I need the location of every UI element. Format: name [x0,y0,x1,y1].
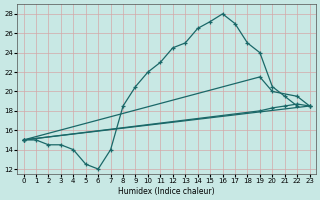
X-axis label: Humidex (Indice chaleur): Humidex (Indice chaleur) [118,187,215,196]
